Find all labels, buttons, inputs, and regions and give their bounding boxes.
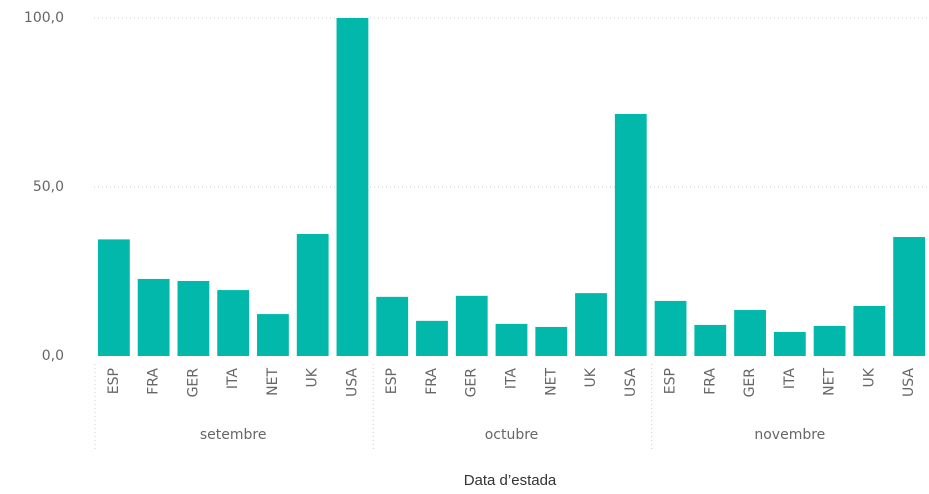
bar [813, 325, 846, 356]
bar [734, 310, 766, 356]
x-tick-label: UK [861, 367, 877, 387]
bar [455, 295, 488, 356]
x-tick-label: ITA [504, 368, 520, 390]
x-tick-label: NET [543, 368, 559, 396]
x-tick-label: GER [742, 368, 758, 398]
bar [694, 324, 727, 356]
bar [217, 290, 250, 356]
y-tick-label: 50,0 [33, 179, 64, 195]
bar [535, 326, 568, 356]
x-tick-label: ESP [106, 368, 122, 394]
group-label: setembre [200, 427, 267, 443]
x-tick-label: ESP [663, 368, 679, 394]
bar [575, 293, 607, 356]
x-tick-label: GER [464, 368, 480, 398]
x-tick-label: NET [265, 368, 281, 396]
group-label: novembre [754, 427, 825, 443]
bar [97, 239, 130, 356]
x-tick-label: FRA [702, 368, 718, 395]
bar [495, 323, 528, 356]
bar [614, 113, 647, 356]
x-tick-label: ITA [782, 368, 798, 390]
bar [654, 300, 687, 356]
x-tick-label: FRA [146, 368, 162, 395]
y-tick-label: 100,0 [24, 10, 64, 26]
x-tick-label: ITA [225, 368, 241, 390]
bar [376, 296, 409, 356]
bar [773, 332, 806, 356]
bar [257, 314, 289, 356]
bar [336, 18, 369, 356]
bar [137, 278, 170, 356]
x-tick-label: UK [305, 367, 321, 387]
x-tick-label: USA [623, 368, 639, 397]
x-tick-label: USA [344, 368, 360, 397]
x-tick-label: ESP [384, 368, 400, 394]
x-tick-label: GER [185, 368, 201, 398]
group-label: octubre [485, 427, 539, 443]
bar [177, 280, 210, 356]
bar [853, 305, 886, 356]
bar [416, 320, 448, 356]
bar [296, 233, 329, 356]
bar [893, 237, 926, 356]
x-axis-title: Data d’estada [464, 472, 557, 489]
x-tick-label: FRA [424, 368, 440, 395]
x-tick-label: UK [583, 367, 599, 387]
x-tick-label: NET [822, 368, 838, 396]
x-tick-label: USA [901, 368, 917, 397]
y-tick-label: 0,0 [42, 348, 64, 364]
